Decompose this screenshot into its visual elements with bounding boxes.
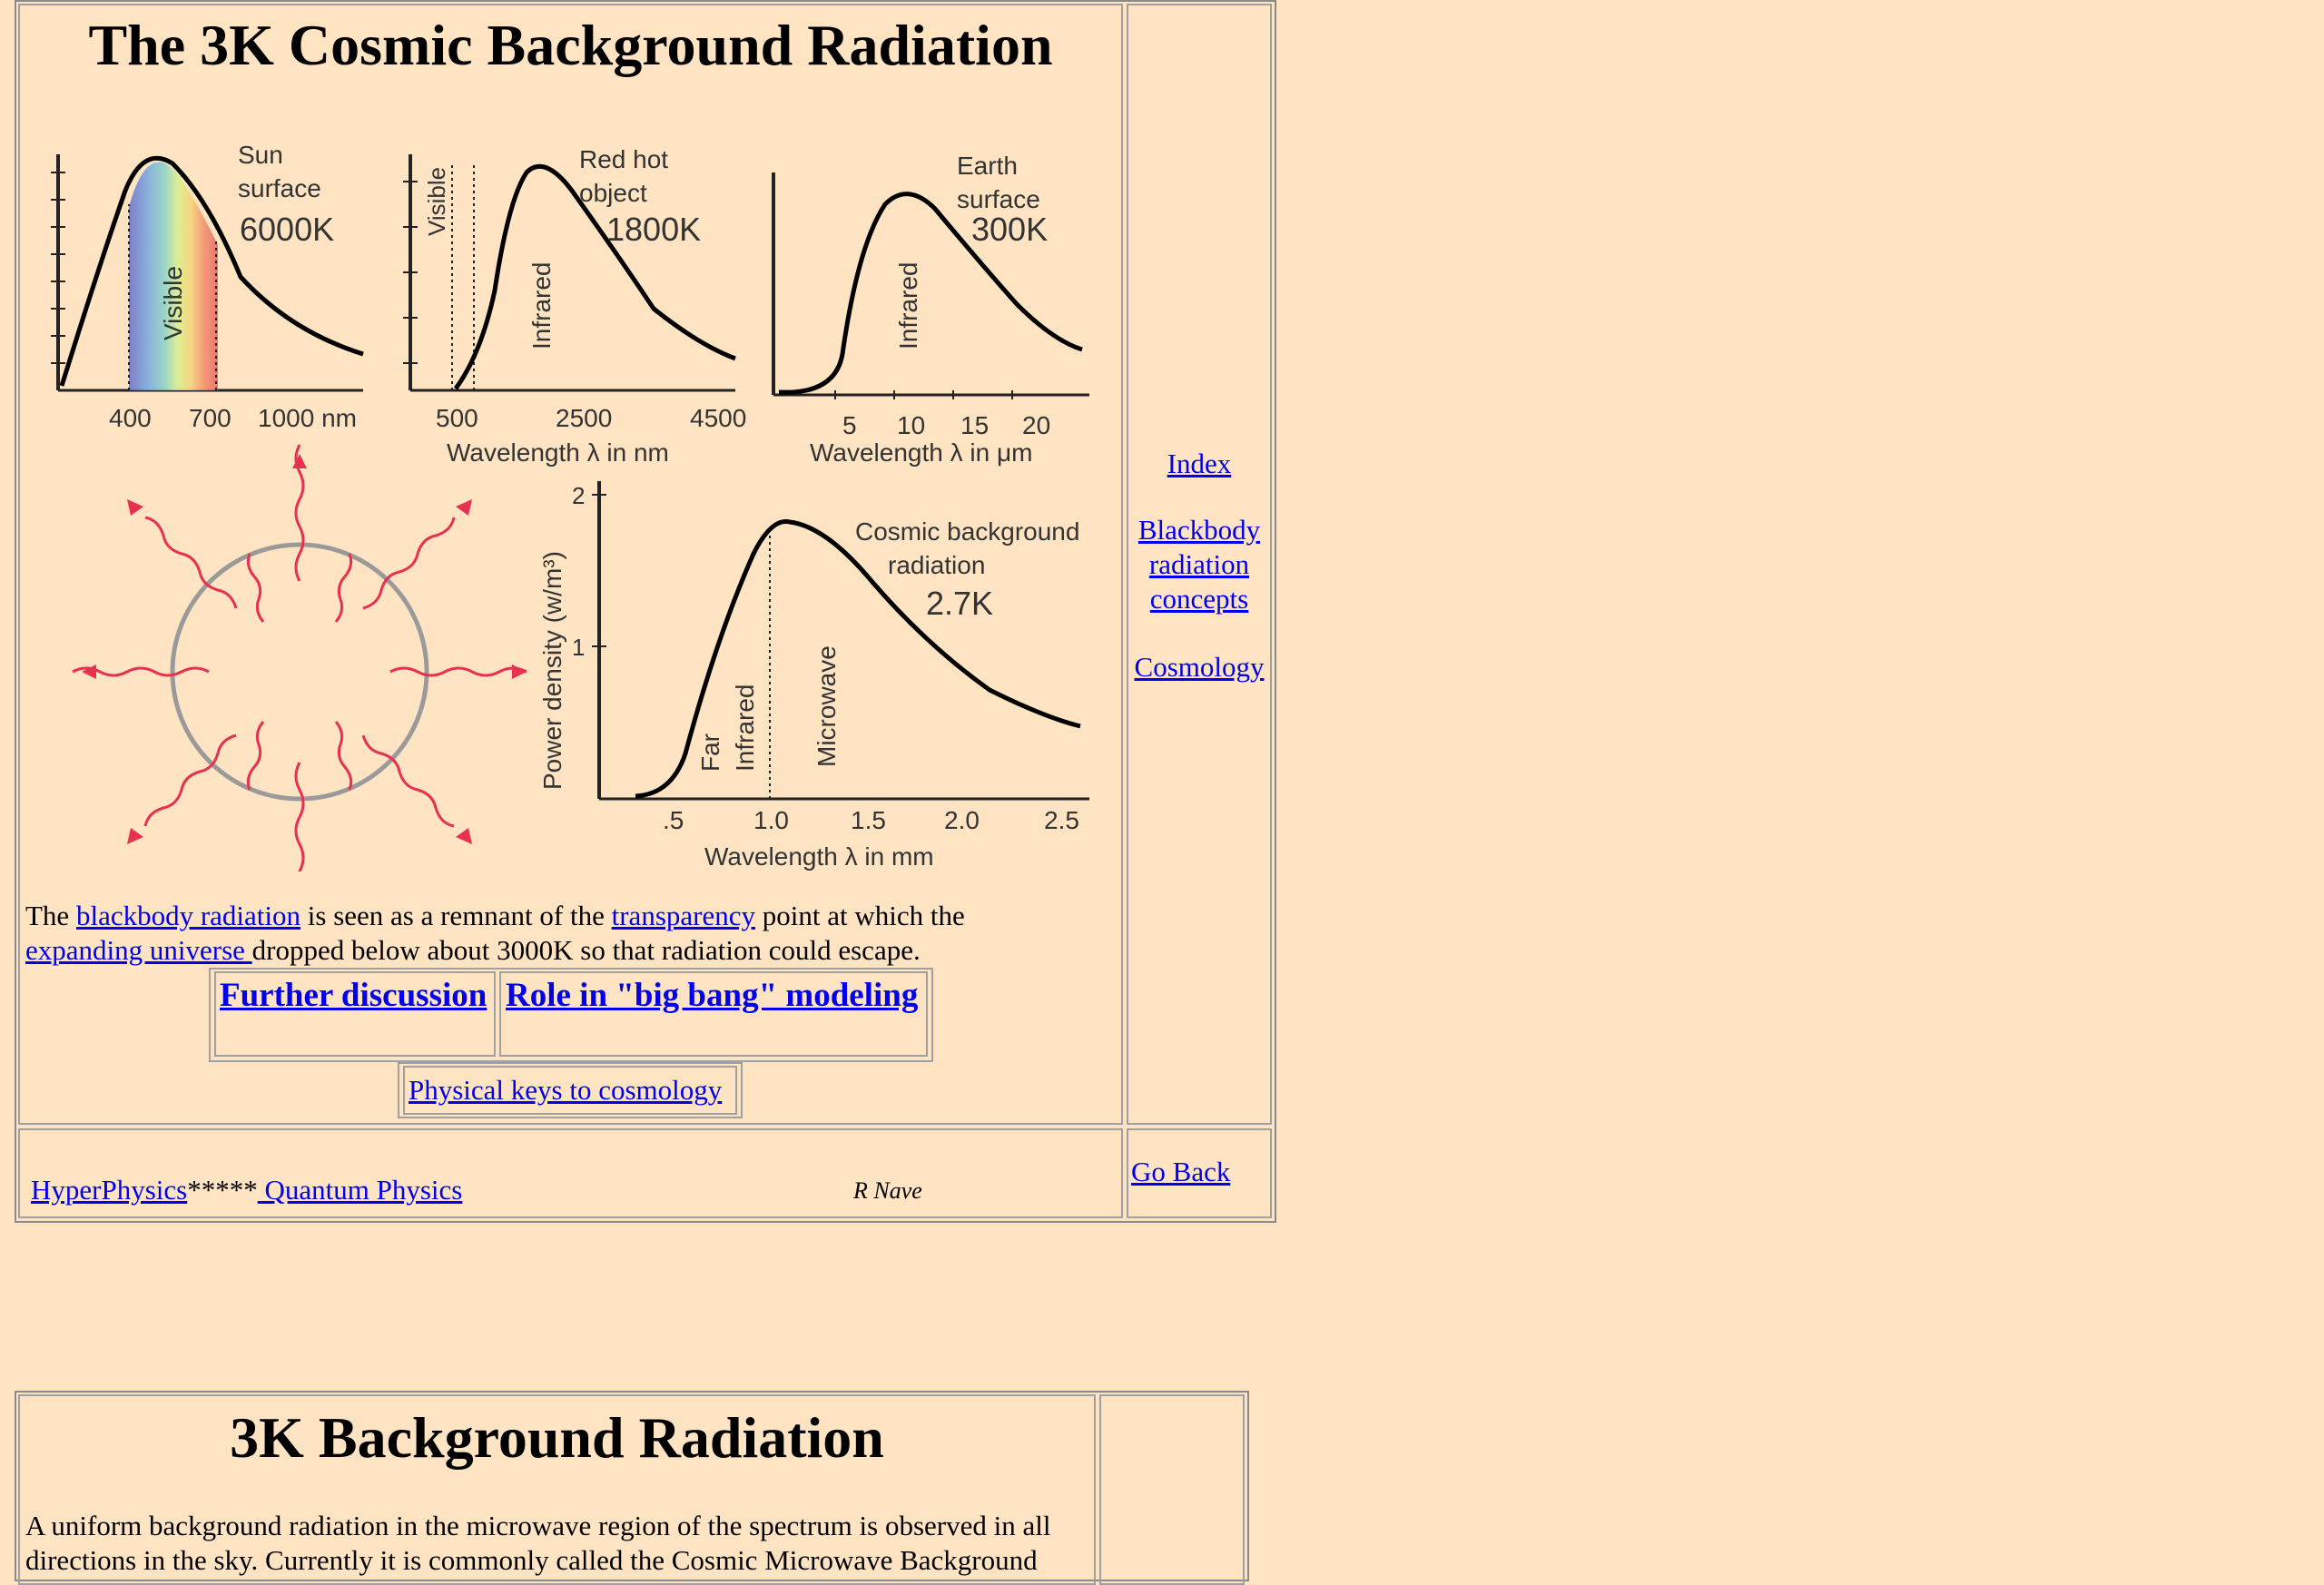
svg-text:surface: surface [238, 174, 321, 202]
footer-links: HyperPhysics***** Quantum Physics [31, 1174, 463, 1206]
second-sidebar-cell [1099, 1394, 1245, 1585]
discussion-table [209, 968, 933, 1062]
cosmology-link[interactable]: Cosmology [1134, 651, 1265, 683]
svg-text:Power density (w/m³): Power density (w/m³) [538, 551, 566, 790]
svg-text:Far: Far [696, 733, 724, 772]
page-title: The 3K Cosmic Background Radiation [88, 13, 1053, 77]
svg-text:Wavelength λ in nm: Wavelength λ in nm [447, 438, 669, 467]
svg-text:object: object [579, 179, 647, 207]
svg-text:Infrared: Infrared [527, 262, 556, 350]
index-link[interactable]: Index [1167, 448, 1232, 479]
svg-text:1800K: 1800K [606, 211, 701, 248]
svg-text:1.0: 1.0 [753, 806, 789, 834]
svg-text:2.5: 2.5 [1044, 806, 1079, 834]
svg-text:2500: 2500 [556, 404, 612, 432]
svg-text:500: 500 [436, 404, 478, 432]
keys-table [398, 1062, 743, 1118]
earth-panel: Infrared Earth surface 300K 5 10 15 20 W… [772, 152, 1089, 467]
svg-text:4500: 4500 [690, 404, 746, 432]
further-discussion-link[interactable]: Further discussion [220, 977, 487, 1014]
svg-text:5: 5 [842, 411, 857, 439]
transparency-link[interactable]: transparency [611, 900, 755, 931]
svg-text:6000K: 6000K [240, 211, 334, 248]
svg-text:Infrared: Infrared [731, 684, 759, 773]
svg-text:Earth: Earth [957, 152, 1018, 180]
svg-text:2.0: 2.0 [944, 806, 980, 834]
svg-text:400: 400 [109, 404, 152, 432]
main-table [15, 0, 1276, 1223]
sidebar-cell [1127, 4, 1272, 1125]
content-cell [18, 4, 1123, 1125]
blackbody-figure: Visible Sun surface 6000K 400 700 1000 n… [51, 141, 1089, 871]
go-back-link[interactable]: Go Back [1131, 1156, 1231, 1187]
keys-cell [403, 1066, 737, 1115]
svg-text:radiation: radiation [888, 551, 985, 579]
svg-text:Sun: Sun [238, 141, 283, 169]
blackbody-radiation-link[interactable]: blackbody radiation [75, 900, 301, 931]
sun-panel: Visible Sun surface 6000K 400 700 1000 n… [51, 141, 364, 432]
svg-text:10: 10 [897, 411, 925, 439]
svg-text:Visible: Visible [423, 167, 450, 236]
svg-text:.5: .5 [663, 806, 684, 834]
cosmic-panel: Power density (w/m³) 2 1 Far Infrared Mi… [538, 481, 1089, 871]
hyperphysics-link[interactable]: HyperPhysics [31, 1174, 188, 1206]
svg-text:2: 2 [572, 482, 585, 509]
svg-text:Wavelength λ in mm: Wavelength λ in mm [704, 842, 934, 871]
svg-text:1000 nm: 1000 nm [258, 404, 357, 432]
physical-keys-link[interactable]: Physical keys to cosmology [409, 1074, 723, 1106]
svg-text:15: 15 [960, 411, 989, 439]
svg-text:Microwave: Microwave [812, 645, 841, 767]
svg-text:Cosmic background: Cosmic background [855, 517, 1079, 546]
svg-text:1.5: 1.5 [851, 806, 886, 834]
blackbody-concepts-link[interactable]: Blackbody radiation concepts [1137, 514, 1261, 615]
svg-text:700: 700 [189, 404, 231, 432]
sun-band-label: Visible [159, 266, 187, 340]
section-paragraph: A uniform background radiation in the mi… [25, 1510, 1051, 1576]
expanding-universe-link[interactable]: expanding universe [25, 934, 252, 966]
quantum-physics-link[interactable]: Quantum Physics [257, 1174, 463, 1206]
section-title: 3K Background Radiation [230, 1405, 884, 1470]
svg-text:1: 1 [572, 634, 585, 661]
further-discussion-cell [214, 971, 496, 1057]
svg-text:Red hot: Red hot [579, 145, 668, 173]
role-cell [499, 971, 928, 1057]
svg-text:Wavelength λ in μm: Wavelength λ in μm [810, 438, 1032, 467]
svg-text:300K: 300K [971, 211, 1048, 248]
redhot-panel: Visible Infrared Red hot object 1800K 50… [403, 145, 746, 467]
author-credit: R Nave [853, 1177, 922, 1204]
svg-text:Infrared: Infrared [894, 262, 922, 350]
radiating-sphere [72, 444, 527, 871]
goback-cell [1127, 1128, 1272, 1218]
svg-text:20: 20 [1022, 411, 1050, 439]
big-bang-modeling-link[interactable]: Role in "big bang" modeling [506, 977, 919, 1014]
intro-paragraph: The blackbody radiation is seen as a rem… [25, 900, 965, 966]
svg-text:2.7K: 2.7K [926, 585, 993, 622]
svg-text:surface: surface [957, 185, 1040, 213]
footer-cell [18, 1128, 1123, 1218]
